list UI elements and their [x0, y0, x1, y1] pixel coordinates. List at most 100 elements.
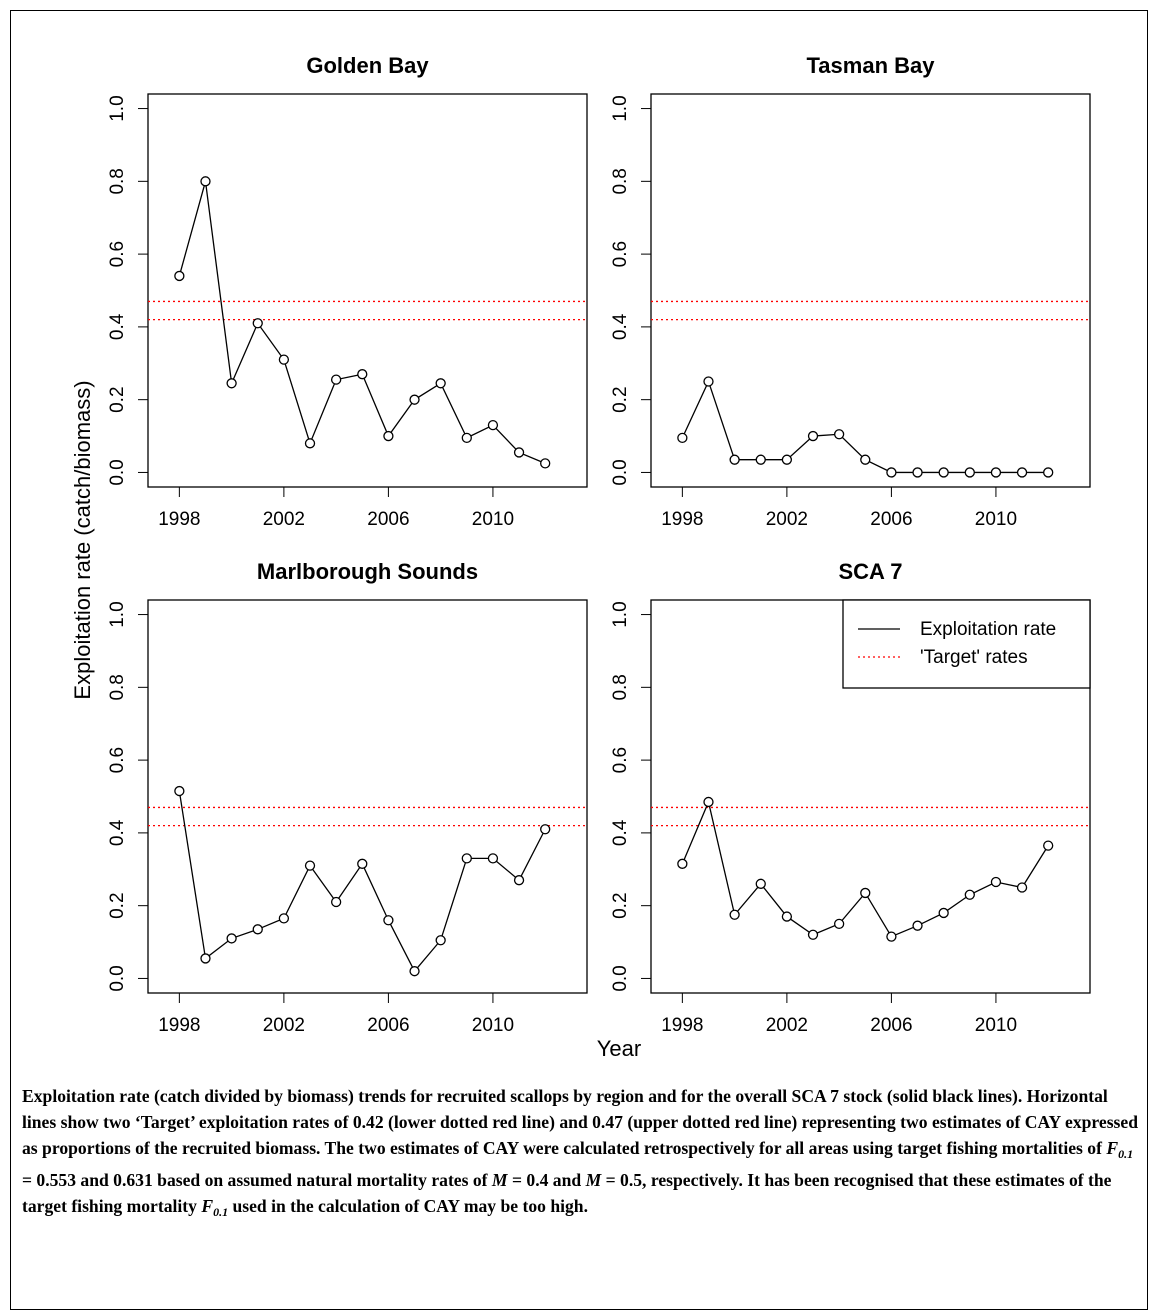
panel-title: Tasman Bay — [807, 53, 936, 78]
data-point — [703, 796, 714, 808]
data-point — [226, 933, 237, 944]
data-point — [461, 853, 472, 864]
caption-run: 0.1 — [1118, 1147, 1134, 1161]
x-tick-label: 1998 — [661, 509, 703, 530]
data-point — [383, 915, 394, 926]
caption-run: M — [585, 1170, 602, 1190]
caption-run: 0.1 — [213, 1205, 229, 1219]
panel-title: Marlborough Sounds — [257, 559, 478, 584]
caption-run: F — [201, 1196, 214, 1216]
data-point — [304, 438, 316, 449]
data-point — [860, 887, 871, 899]
data-point — [755, 878, 766, 889]
data-point — [807, 430, 819, 442]
x-tick-label: 1998 — [661, 1015, 703, 1036]
y-tick-label: 0.8 — [107, 674, 128, 700]
data-point — [833, 918, 845, 930]
data-point — [409, 394, 420, 405]
plot-frame — [147, 599, 588, 994]
data-point — [252, 318, 263, 329]
y-tick-label: 0.0 — [107, 459, 128, 485]
data-point — [304, 860, 316, 871]
data-point — [990, 467, 1002, 478]
y-tick-label: 0.2 — [610, 386, 631, 412]
x-tick-label: 2006 — [367, 509, 409, 530]
data-point — [677, 432, 688, 444]
caption-run: F — [1106, 1138, 1119, 1158]
data-point — [487, 853, 499, 864]
caption-run: = 0.553 and 0.631 based on assumed natur… — [22, 1170, 492, 1190]
data-point — [729, 454, 740, 465]
x-tick-label: 1998 — [158, 509, 200, 530]
y-tick-label: 0.0 — [107, 965, 128, 991]
data-point — [703, 376, 714, 387]
data-point — [807, 929, 819, 940]
x-tick-label: 2002 — [263, 1015, 305, 1036]
data-point — [860, 454, 871, 465]
caption: Exploitation rate (catch divided by biom… — [22, 1083, 1142, 1225]
y-tick-label: 0.4 — [610, 819, 631, 846]
data-point — [330, 896, 342, 908]
caption-run: Exploitation rate (catch divided by biom… — [22, 1086, 1138, 1158]
x-tick-label: 2002 — [263, 509, 305, 530]
data-point — [912, 920, 923, 931]
data-point — [435, 935, 446, 946]
x-tick-label: 2006 — [870, 1015, 912, 1036]
data-point — [938, 467, 949, 478]
data-point — [357, 369, 368, 380]
data-point — [278, 354, 290, 365]
y-tick-label: 0.6 — [107, 241, 128, 267]
figure: Exploitation rate (catch/biomass) Year G… — [70, 53, 1091, 1061]
data-point — [938, 907, 949, 919]
legend-label: Exploitation rate — [920, 619, 1056, 640]
x-tick-label: 2010 — [472, 1015, 514, 1036]
data-point — [278, 913, 290, 924]
data-point — [1016, 467, 1028, 478]
x-tick-label: 2002 — [766, 509, 808, 530]
y-tick-label: 0.0 — [610, 965, 631, 991]
caption-run: M — [491, 1170, 508, 1190]
y-tick-label: 0.8 — [107, 168, 128, 194]
plot-frame — [147, 93, 588, 488]
y-tick-label: 1.0 — [610, 601, 631, 627]
y-axis-label: Exploitation rate (catch/biomass) — [70, 380, 95, 699]
data-point — [435, 378, 446, 389]
data-point — [781, 911, 793, 922]
data-point — [174, 270, 185, 282]
data-point — [964, 467, 975, 478]
data-point — [383, 430, 394, 442]
data-point — [677, 858, 688, 869]
data-point — [513, 447, 525, 458]
y-tick-label: 0.8 — [610, 674, 631, 700]
data-point — [487, 419, 499, 431]
y-tick-label: 1.0 — [107, 95, 128, 121]
legend-label: 'Target' rates — [920, 647, 1028, 668]
data-point — [1043, 467, 1054, 478]
data-point — [912, 467, 923, 478]
data-point — [1043, 840, 1054, 851]
data-point — [540, 824, 551, 835]
y-tick-label: 0.2 — [610, 892, 631, 918]
data-point — [990, 876, 1002, 888]
y-tick-label: 0.6 — [610, 747, 631, 773]
y-tick-label: 0.4 — [107, 313, 128, 340]
data-point — [755, 454, 766, 465]
x-tick-label: 2010 — [975, 1015, 1017, 1036]
caption-run: = 0.4 and — [507, 1170, 586, 1190]
caption-run: = 0.5, respectively. It has been recogni… — [22, 1170, 1112, 1216]
x-axis-label: Year — [597, 1036, 641, 1061]
x-tick-label: 2006 — [367, 1015, 409, 1036]
x-tick-label: 2010 — [975, 509, 1017, 530]
data-point — [357, 858, 368, 869]
y-tick-label: 0.8 — [610, 168, 631, 194]
x-tick-label: 2006 — [870, 509, 912, 530]
data-point — [886, 467, 897, 478]
data-point — [964, 889, 975, 900]
data-point — [200, 176, 211, 187]
panel-title: SCA 7 — [839, 559, 903, 584]
y-tick-label: 0.4 — [610, 313, 631, 340]
data-point — [252, 924, 263, 935]
data-point — [781, 454, 793, 465]
y-tick-label: 0.4 — [107, 819, 128, 846]
